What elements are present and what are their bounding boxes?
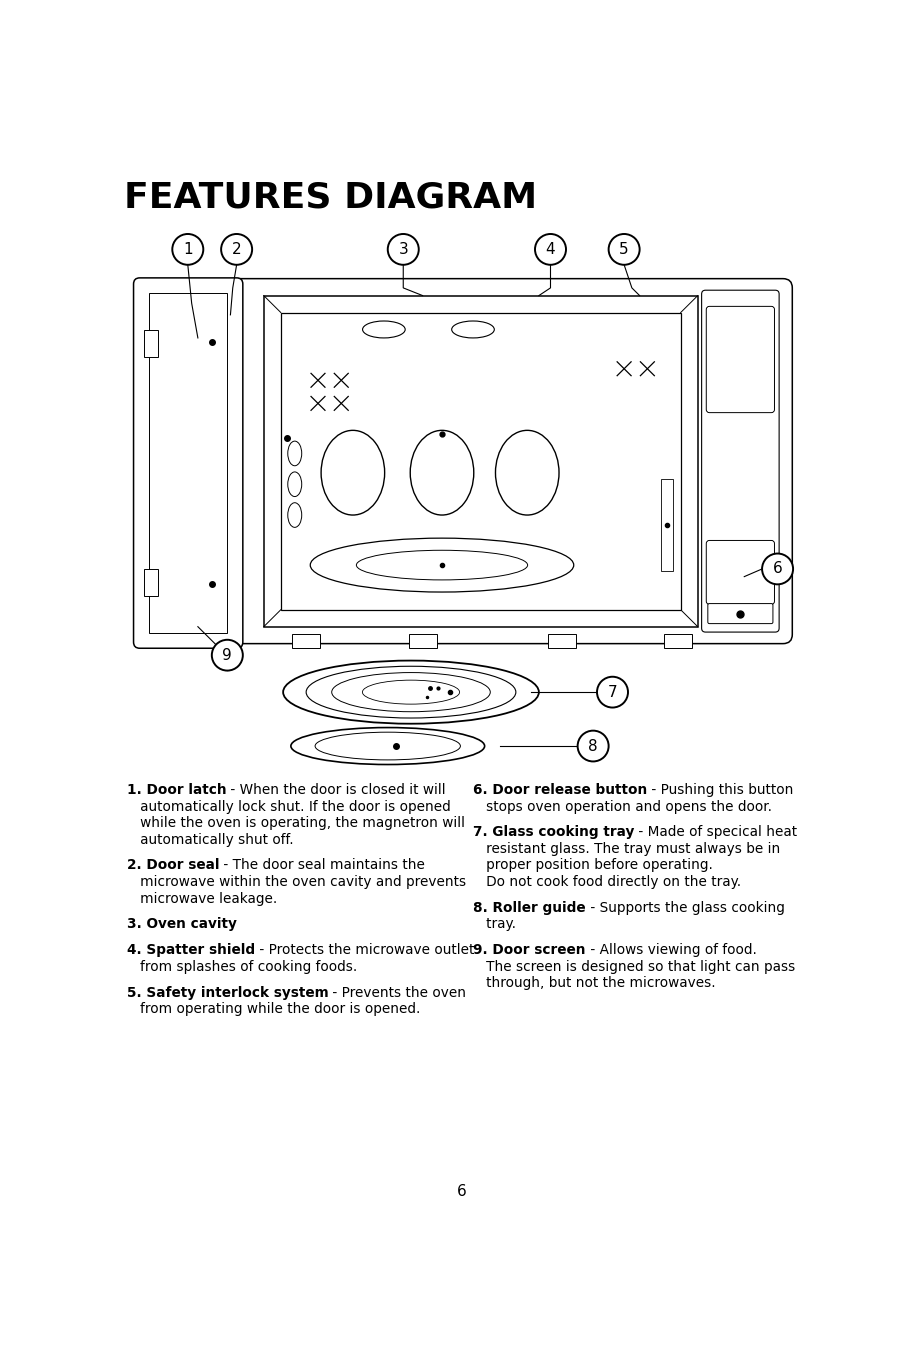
Text: 8. Roller guide: 8. Roller guide: [473, 900, 586, 915]
Circle shape: [608, 234, 640, 265]
Text: - When the door is closed it will: - When the door is closed it will: [226, 783, 446, 796]
Text: automatically lock shut. If the door is opened: automatically lock shut. If the door is …: [126, 799, 450, 814]
Text: The screen is designed so that light can pass: The screen is designed so that light can…: [473, 960, 796, 974]
Text: - Prevents the oven: - Prevents the oven: [328, 985, 467, 1000]
Text: 6. Door release button: 6. Door release button: [473, 783, 647, 796]
Bar: [143, 570, 158, 596]
Circle shape: [762, 553, 793, 585]
Text: - Supports the glass cooking: - Supports the glass cooking: [586, 900, 785, 915]
Text: 7: 7: [607, 684, 617, 699]
Circle shape: [212, 639, 243, 671]
FancyBboxPatch shape: [706, 306, 775, 413]
Bar: [409, 634, 437, 649]
Text: tray.: tray.: [473, 918, 516, 932]
Text: from splashes of cooking foods.: from splashes of cooking foods.: [126, 960, 357, 974]
Circle shape: [387, 234, 419, 265]
Text: microwave within the oven cavity and prevents: microwave within the oven cavity and pre…: [126, 876, 466, 889]
Text: microwave leakage.: microwave leakage.: [126, 892, 277, 906]
Circle shape: [172, 234, 204, 265]
FancyBboxPatch shape: [702, 290, 779, 632]
FancyBboxPatch shape: [708, 604, 773, 624]
Text: Do not cook food directly on the tray.: Do not cook food directly on the tray.: [473, 876, 742, 889]
Text: 2: 2: [232, 242, 241, 257]
Text: stops oven operation and opens the door.: stops oven operation and opens the door.: [473, 799, 772, 814]
FancyBboxPatch shape: [133, 277, 243, 649]
Text: automatically shut off.: automatically shut off.: [126, 833, 293, 847]
Circle shape: [535, 234, 566, 265]
Text: 2. Door seal: 2. Door seal: [126, 858, 219, 873]
Circle shape: [221, 234, 252, 265]
Text: from operating while the door is opened.: from operating while the door is opened.: [126, 1003, 420, 1016]
Circle shape: [578, 731, 608, 761]
Circle shape: [597, 676, 628, 708]
Text: 6: 6: [457, 1184, 467, 1199]
Bar: [149, 294, 227, 632]
Text: resistant glass. The tray must always be in: resistant glass. The tray must always be…: [473, 841, 780, 856]
Text: 9: 9: [223, 647, 232, 663]
Text: 8: 8: [588, 739, 598, 754]
Bar: [293, 634, 321, 649]
FancyBboxPatch shape: [223, 279, 792, 643]
Text: 9. Door screen: 9. Door screen: [473, 943, 586, 958]
Text: - Made of specical heat: - Made of specical heat: [634, 825, 797, 839]
Text: - Pushing this button: - Pushing this button: [647, 783, 794, 796]
Bar: [661, 479, 673, 571]
Bar: [664, 634, 692, 649]
Text: 5. Safety interlock system: 5. Safety interlock system: [126, 985, 328, 1000]
Text: - Protects the microwave outlet: - Protects the microwave outlet: [255, 943, 474, 958]
Text: 6: 6: [773, 561, 782, 576]
Text: 3. Oven cavity: 3. Oven cavity: [126, 918, 236, 932]
Text: proper position before operating.: proper position before operating.: [473, 858, 713, 873]
Text: - Allows viewing of food.: - Allows viewing of food.: [586, 943, 756, 958]
Text: 7. Glass cooking tray: 7. Glass cooking tray: [473, 825, 634, 839]
Text: while the oven is operating, the magnetron will: while the oven is operating, the magnetr…: [126, 816, 465, 831]
Text: 3: 3: [398, 242, 408, 257]
Text: through, but not the microwaves.: through, but not the microwaves.: [473, 977, 715, 990]
Bar: [143, 331, 158, 357]
Bar: [548, 634, 576, 649]
Text: FEATURES DIAGRAM: FEATURES DIAGRAM: [124, 180, 537, 214]
Text: 4: 4: [546, 242, 555, 257]
Text: 1: 1: [183, 242, 193, 257]
Bar: [281, 313, 680, 609]
Text: 1. Door latch: 1. Door latch: [126, 783, 226, 796]
Polygon shape: [264, 295, 697, 627]
Text: - The door seal maintains the: - The door seal maintains the: [219, 858, 425, 873]
FancyBboxPatch shape: [706, 541, 775, 604]
Text: 4. Spatter shield: 4. Spatter shield: [126, 943, 255, 958]
Text: 5: 5: [619, 242, 629, 257]
